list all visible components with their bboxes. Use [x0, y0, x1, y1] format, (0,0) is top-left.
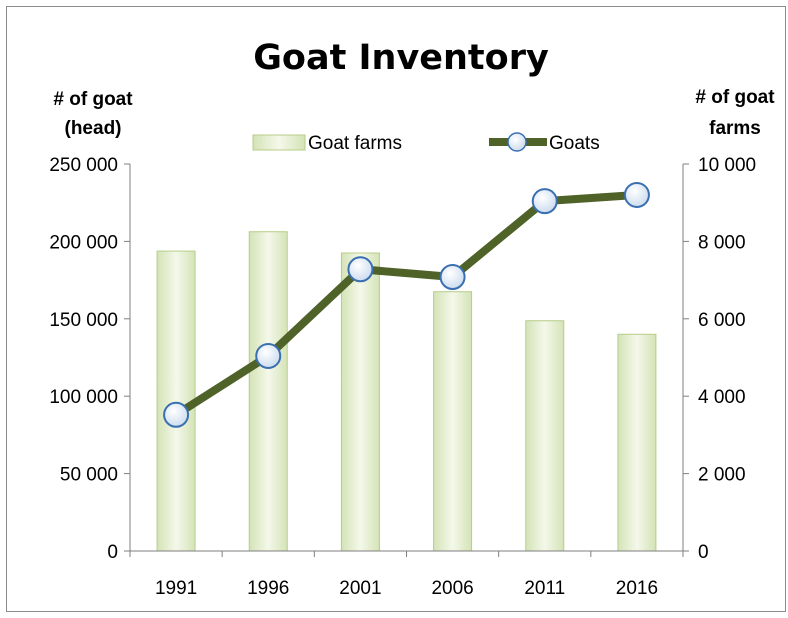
- marker-goats-1991: [163, 401, 190, 428]
- marker-goats-2011: [531, 188, 558, 215]
- y-left-tick-label-3: 150 000: [49, 310, 118, 331]
- y-right-tick-label-5: 10 000: [698, 155, 756, 176]
- x-tick-label-1991: 1991: [155, 578, 197, 599]
- bars-group: [156, 231, 657, 552]
- y-left-tick-label-0: 0: [107, 542, 118, 563]
- bar-goat-farms-2001: [340, 252, 380, 552]
- y-left-axis-title-line2: (head): [65, 118, 122, 139]
- legend-marker-goats: [507, 132, 527, 152]
- axes-group: 0 50 000 100 000 150 000 200 000 250 000 0 2 00…: [49, 155, 756, 599]
- line-group: [163, 181, 650, 428]
- bar-goat-farms-1996: [248, 231, 288, 552]
- marker-goats-1996: [255, 342, 282, 369]
- chart-svg: Goat Inventory # of goat (head) # of goa…: [49, 38, 775, 599]
- y-right-axis-title-line2: farms: [709, 118, 761, 139]
- y-left-tick-label-1: 50 000: [60, 465, 118, 486]
- marker-goats-2006: [439, 264, 466, 291]
- x-tick-label-2016: 2016: [616, 578, 658, 599]
- x-tick-label-2006: 2006: [431, 578, 473, 599]
- y-right-tick-label-1: 2 000: [698, 465, 746, 486]
- y-left-axis-title-line1: # of goat: [53, 89, 133, 110]
- x-tick-label-2001: 2001: [339, 578, 381, 599]
- y-left-tick-label-5: 250 000: [49, 155, 118, 176]
- legend: Goat farms Goats: [252, 132, 600, 154]
- x-tick-label-2011: 2011: [524, 578, 565, 599]
- legend-swatch-goat-farms: [252, 134, 306, 151]
- bar-goat-farms-2016: [617, 333, 657, 552]
- marker-goats-2001: [347, 256, 374, 283]
- y-left-tick-label-4: 200 000: [49, 232, 118, 253]
- y-right-tick-label-2: 4 000: [698, 387, 746, 408]
- line-goats: [173, 190, 638, 419]
- y-right-tick-label-3: 6 000: [698, 310, 746, 331]
- legend-label-goats: Goats: [549, 133, 600, 154]
- chart-title: Goat Inventory: [253, 38, 549, 78]
- chart-frame: Goat Inventory # of goat (head) # of goa…: [6, 6, 786, 612]
- y-right-tick-label-0: 0: [698, 542, 709, 563]
- bar-goat-farms-2006: [433, 291, 473, 552]
- bar-goat-farms-1991: [156, 250, 196, 552]
- legend-label-goat-farms: Goat farms: [308, 133, 402, 154]
- y-right-axis-title-line1: # of goat: [695, 87, 775, 108]
- x-tick-label-1996: 1996: [247, 578, 289, 599]
- y-left-tick-label-2: 100 000: [49, 387, 118, 408]
- bar-goat-farms-2011: [525, 320, 565, 552]
- y-right-tick-label-4: 8 000: [698, 232, 746, 253]
- marker-goats-2016: [623, 181, 650, 208]
